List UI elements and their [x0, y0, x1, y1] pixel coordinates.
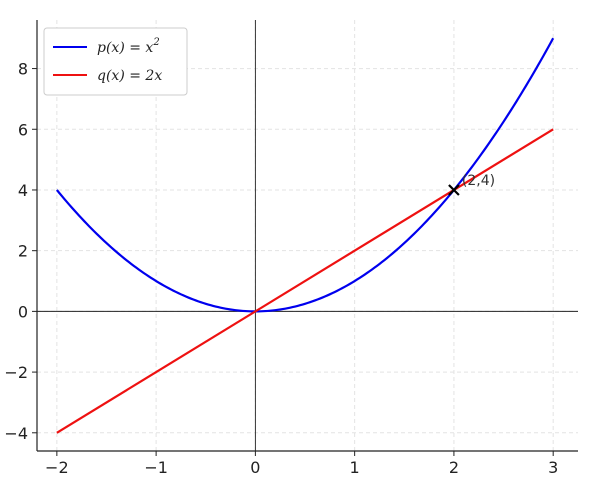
- y-tick-label: 6: [18, 120, 28, 139]
- series-line-q: [56, 128, 554, 434]
- y-tick-label: 2: [18, 242, 28, 261]
- y-tick-label: −4: [4, 424, 28, 443]
- x-tick-label: 0: [250, 458, 260, 477]
- x-tick-label: 1: [350, 458, 360, 477]
- series-line-p: [55, 37, 555, 313]
- grid-lines: [37, 20, 578, 451]
- series-lines: [55, 37, 555, 434]
- y-tick-label: 4: [18, 181, 28, 200]
- x-tick-label: −2: [45, 458, 69, 477]
- intersection-marker: [448, 184, 460, 196]
- y-tick-label: −2: [4, 363, 28, 382]
- legend: p(x) = x2 q(x) = 2x: [43, 27, 188, 96]
- y-tick-label: 8: [18, 60, 28, 79]
- y-tick-label: 0: [18, 302, 28, 321]
- x-tick-label: 3: [548, 458, 558, 477]
- intersection-label: (2,4): [462, 173, 495, 189]
- tick-labels: −2 −1 0 1 2 3 −4 −2 0 2 4 6 8: [4, 60, 558, 477]
- axes: [36, 20, 578, 452]
- x-tick-label: −1: [144, 458, 168, 477]
- legend-box: [43, 27, 188, 96]
- annotations: (2,4): [448, 173, 495, 196]
- x-tick-label: 2: [449, 458, 459, 477]
- legend-label-q: q(x) = 2x: [97, 68, 162, 84]
- legend-label-p: p(x) = x2: [97, 37, 160, 56]
